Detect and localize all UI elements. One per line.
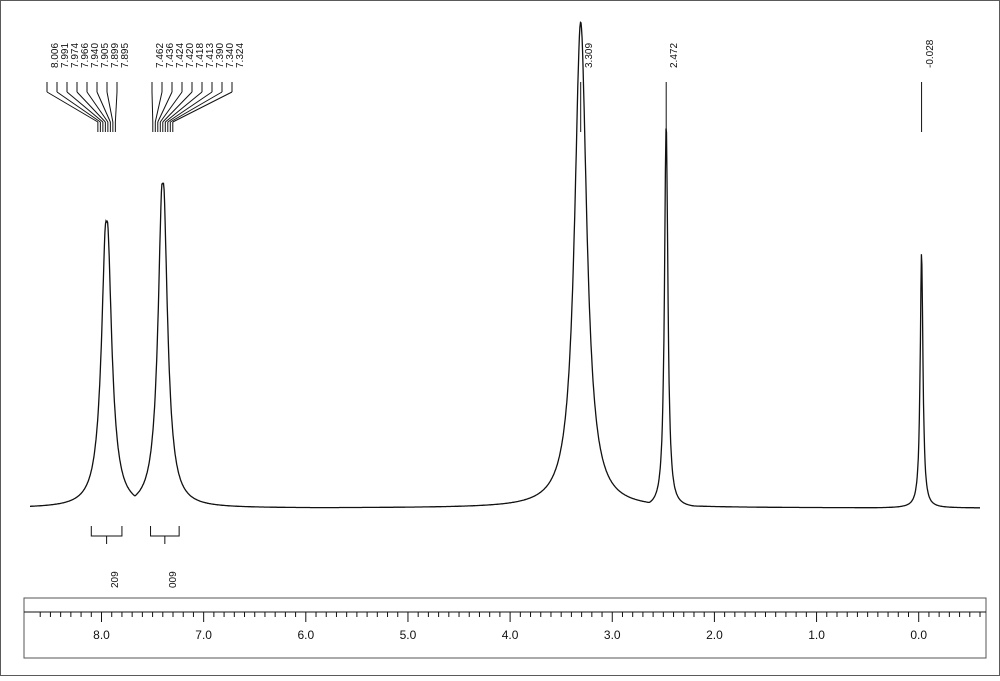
integral-label: 009 xyxy=(168,571,179,588)
nmr-spectrum-figure: 8.0067.9917.9747.9667.9407.9057.8997.895… xyxy=(0,0,1000,676)
x-tick-label: 8.0 xyxy=(93,628,110,642)
x-tick-label: 6.0 xyxy=(297,628,314,642)
x-tick-label: 0.0 xyxy=(910,628,927,642)
x-tick-label: 4.0 xyxy=(502,628,519,642)
peak-label: 7.895 xyxy=(120,43,131,68)
x-tick-label: 1.0 xyxy=(808,628,825,642)
integral-label: 209 xyxy=(110,571,121,588)
peak-label: 7.324 xyxy=(235,43,246,68)
x-tick-label: 5.0 xyxy=(400,628,417,642)
spectrum-svg xyxy=(0,0,1000,676)
peak-label: 2.472 xyxy=(669,43,680,68)
x-tick-label: 2.0 xyxy=(706,628,723,642)
x-tick-label: 7.0 xyxy=(195,628,212,642)
x-tick-label: 3.0 xyxy=(604,628,621,642)
peak-label: -0.028 xyxy=(925,40,936,68)
peak-label: 3.309 xyxy=(584,43,595,68)
